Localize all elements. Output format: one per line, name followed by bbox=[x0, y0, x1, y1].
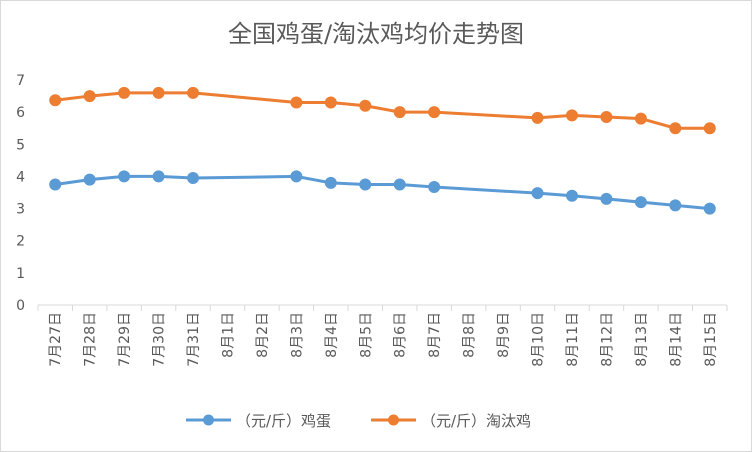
y-tick-label: 5 bbox=[16, 137, 25, 153]
series-2-point bbox=[703, 122, 716, 135]
x-tick-label: 8月9日 bbox=[496, 312, 512, 358]
series-2-point bbox=[669, 122, 682, 135]
y-tick-label: 0 bbox=[16, 298, 25, 314]
x-tick-label: 8月5日 bbox=[358, 312, 374, 358]
series-1-point bbox=[83, 173, 96, 186]
series-2-point bbox=[359, 99, 372, 112]
series-1-point bbox=[703, 202, 716, 215]
series-1-point bbox=[290, 170, 303, 183]
series-1-point bbox=[565, 189, 578, 202]
series-2-point bbox=[187, 86, 200, 99]
series-1-point bbox=[669, 199, 682, 212]
x-tick-label: 8月14日 bbox=[668, 312, 684, 367]
x-tick-label: 7月30日 bbox=[152, 312, 168, 367]
series-1-point bbox=[359, 178, 372, 191]
series-1-point bbox=[324, 176, 337, 189]
x-tick-label: 8月13日 bbox=[634, 312, 650, 367]
series-2-point bbox=[324, 96, 337, 109]
series-2-point bbox=[634, 112, 647, 125]
x-tick-label: 8月12日 bbox=[599, 312, 615, 367]
legend-label-2: （元/斤）淘汰鸡 bbox=[421, 412, 531, 430]
legend-marker-2 bbox=[388, 414, 399, 426]
series-1-point bbox=[531, 187, 544, 200]
series-line-2 bbox=[53, 91, 712, 130]
series-2-point bbox=[428, 106, 441, 119]
x-tick-label: 7月29日 bbox=[117, 312, 133, 367]
series-2-point bbox=[393, 106, 406, 119]
series-1-point bbox=[118, 170, 131, 183]
series-line-1 bbox=[53, 174, 712, 211]
series-1-point bbox=[187, 172, 200, 185]
series-1-point bbox=[49, 178, 62, 191]
y-tick-label: 6 bbox=[16, 105, 25, 121]
legend-label-1: （元/斤）鸡蛋 bbox=[236, 412, 331, 430]
series-1-point bbox=[634, 196, 647, 209]
series-2-point bbox=[290, 96, 303, 109]
series-2-point bbox=[83, 90, 96, 103]
x-tick-label: 8月11日 bbox=[565, 312, 581, 367]
y-tick-label: 3 bbox=[16, 202, 25, 218]
series-1-point bbox=[152, 170, 165, 183]
y-tick-label: 7 bbox=[16, 73, 25, 89]
chart-title: 全国鸡蛋/淘汰鸡均价走势图 bbox=[227, 20, 525, 48]
series-1-point bbox=[393, 178, 406, 191]
series-2-point bbox=[565, 109, 578, 122]
x-tick-label: 8月3日 bbox=[289, 312, 305, 358]
x-tick-label: 8月8日 bbox=[462, 312, 478, 358]
series-2-point bbox=[118, 86, 131, 99]
y-tick-label: 4 bbox=[16, 169, 25, 185]
x-tick-label: 8月7日 bbox=[427, 312, 443, 358]
x-tick-label: 7月31日 bbox=[186, 312, 202, 367]
series-2-point bbox=[531, 111, 544, 124]
x-tick-label: 8月6日 bbox=[393, 312, 409, 358]
series-2-point bbox=[49, 94, 62, 107]
x-tick-label: 8月10日 bbox=[531, 312, 547, 367]
series-1-point bbox=[600, 192, 613, 205]
x-tick-label: 8月2日 bbox=[255, 312, 271, 358]
legend-marker-1 bbox=[203, 414, 214, 426]
x-tick-label: 8月15日 bbox=[703, 312, 719, 367]
series-2-point bbox=[152, 86, 165, 99]
series-2-point bbox=[600, 110, 613, 123]
series-1-point bbox=[428, 181, 441, 194]
x-tick-label: 7月27日 bbox=[48, 312, 64, 367]
y-tick-label: 2 bbox=[16, 234, 25, 250]
x-tick-label: 8月4日 bbox=[324, 312, 340, 358]
x-tick-label: 7月28日 bbox=[83, 312, 99, 367]
y-tick-label: 1 bbox=[16, 266, 25, 282]
x-tick-label: 8月1日 bbox=[220, 312, 236, 358]
